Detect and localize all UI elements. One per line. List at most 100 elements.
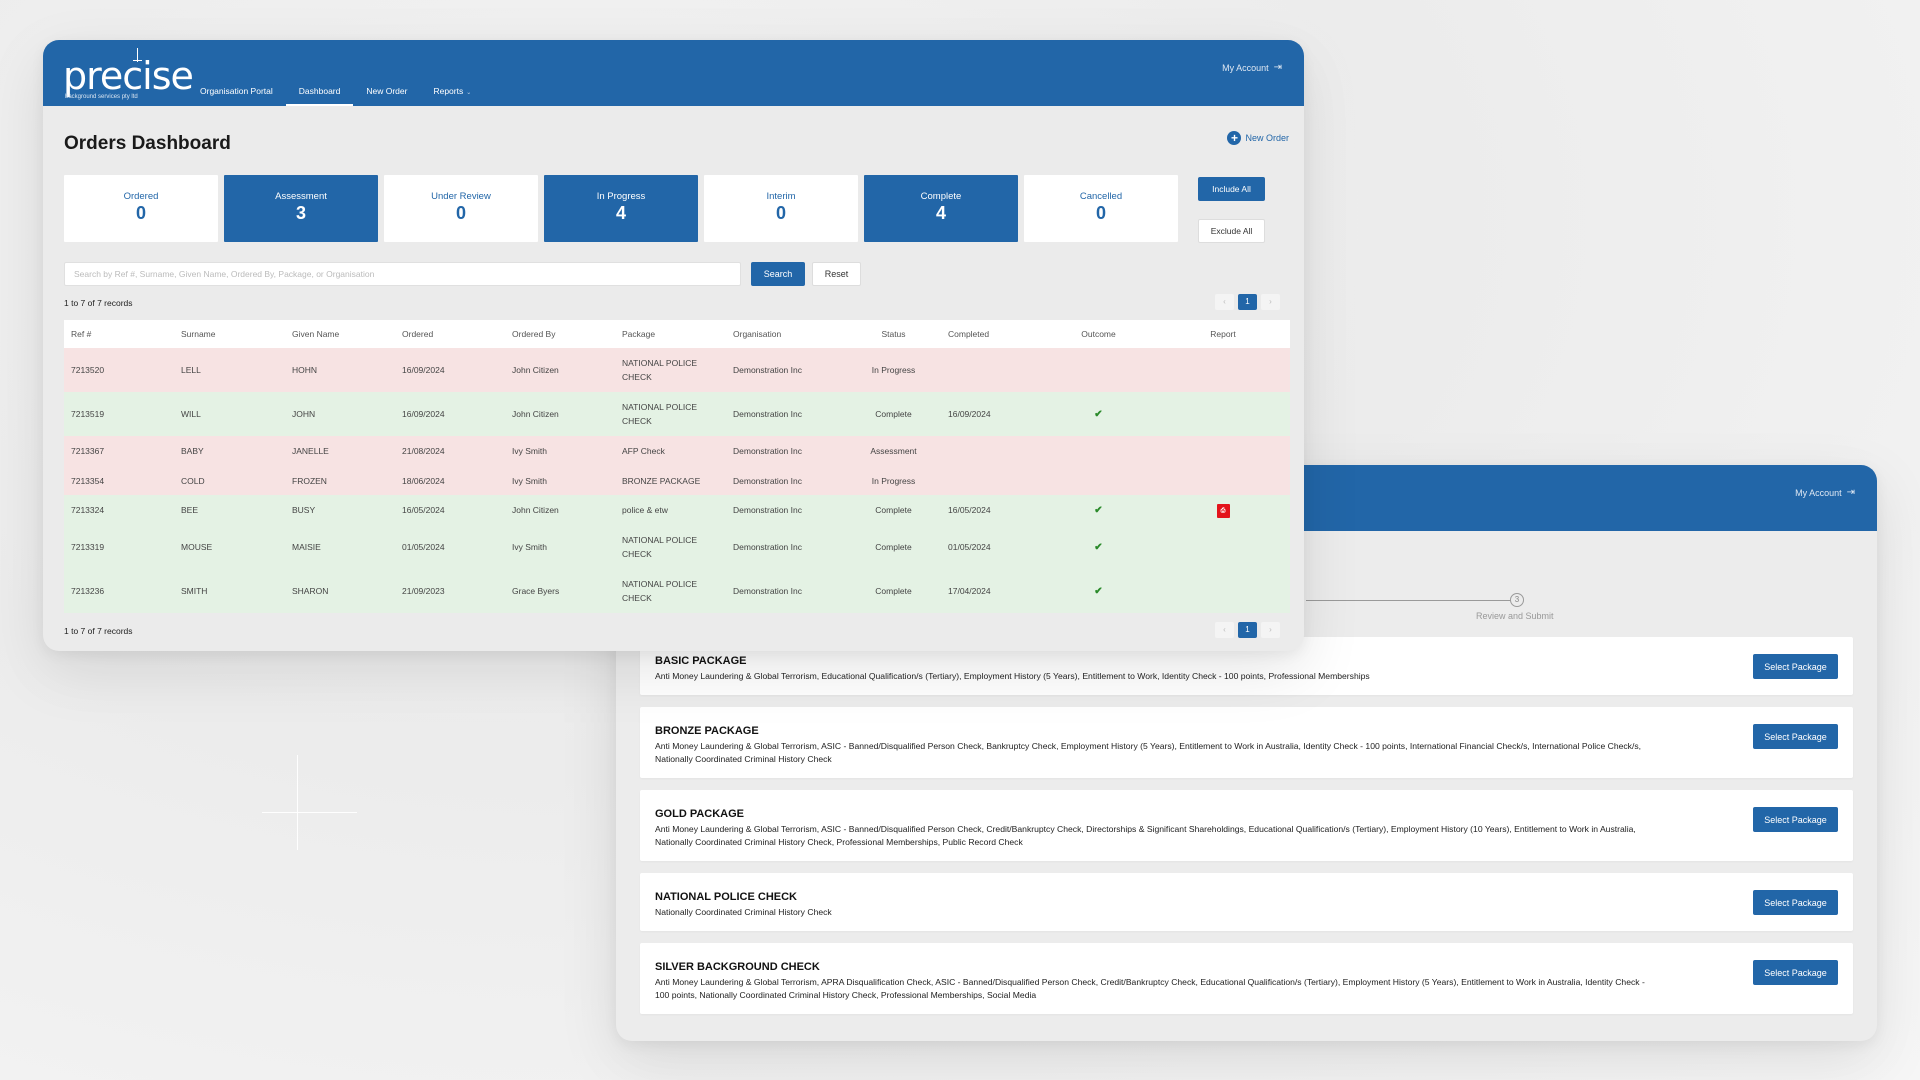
table-row[interactable]: 7213319 MOUSE MAISIE 01/05/2024 Ivy Smit… xyxy=(64,525,1290,569)
status-card-count: 4 xyxy=(615,203,626,223)
cell-outcome: ✔ xyxy=(1041,503,1156,518)
stepper-step-circle: 3 xyxy=(1510,593,1524,607)
column-header[interactable]: Completed xyxy=(948,329,990,339)
pagination-prev[interactable]: ‹ xyxy=(1215,294,1234,310)
new-order-label: New Order xyxy=(1245,133,1289,143)
select-package-button[interactable]: Select Package xyxy=(1753,724,1838,749)
package-description: Anti Money Laundering & Global Terrorism… xyxy=(655,824,1636,847)
cell-report: ⎙ xyxy=(1156,502,1290,518)
pagination-prev[interactable]: ‹ xyxy=(1215,622,1234,638)
search-button[interactable]: Search xyxy=(751,262,805,286)
nav-organisation-portal[interactable]: Organisation Portal xyxy=(187,86,286,106)
cell-given-name: BUSY xyxy=(292,505,316,515)
package-card: GOLD PACKAGE Anti Money Laundering & Glo… xyxy=(640,790,1853,861)
status-card-count: 4 xyxy=(935,203,946,223)
status-card-assessment[interactable]: Assessment 3 xyxy=(224,175,378,242)
check-icon: ✔ xyxy=(1094,408,1103,420)
nav-label: Dashboard xyxy=(298,86,341,96)
cell-ordered-by: John Citizen xyxy=(512,409,559,419)
table-row[interactable]: 7213354 COLD FROZEN 18/06/2024 Ivy Smith… xyxy=(64,466,1290,495)
records-count: 1 to 7 of 7 records xyxy=(64,298,133,308)
cell-package: NATIONAL POLICE CHECK xyxy=(622,535,698,559)
nav-dashboard[interactable]: Dashboard xyxy=(285,86,354,106)
package-description: Anti Money Laundering & Global Terrorism… xyxy=(655,671,1370,681)
cell-status: Assessment xyxy=(870,446,917,456)
cell-status: Complete xyxy=(875,505,912,515)
table-row[interactable]: 7213367 BABY JANELLE 21/08/2024 Ivy Smit… xyxy=(64,436,1290,466)
cell-ref: 7213519 xyxy=(71,409,105,419)
my-account-link[interactable]: My Account ⇥ xyxy=(1222,62,1282,73)
status-card-cancelled[interactable]: Cancelled 0 xyxy=(1024,175,1178,242)
cell-ordered-by: John Citizen xyxy=(512,365,559,375)
column-header[interactable]: Organisation xyxy=(733,329,782,339)
include-all-button[interactable]: Include All xyxy=(1198,177,1265,201)
column-header[interactable]: Outcome xyxy=(1081,329,1116,339)
my-account-link[interactable]: My Account ⇥ xyxy=(1795,487,1855,498)
pagination: ‹ 1 › xyxy=(1215,622,1280,638)
column-header[interactable]: Package xyxy=(622,329,656,339)
table-row[interactable]: 7213519 WILL JOHN 16/09/2024 John Citize… xyxy=(64,392,1290,436)
cell-package: NATIONAL POLICE CHECK xyxy=(622,579,698,603)
column-header[interactable]: Ordered By xyxy=(512,329,556,339)
new-order-button[interactable]: + New Order xyxy=(1227,131,1289,145)
cell-ref: 7213520 xyxy=(71,365,105,375)
nav-reports[interactable]: Reports ⌄ xyxy=(420,86,484,106)
cell-ordered: 16/09/2024 xyxy=(402,365,445,375)
column-header[interactable]: Ref # xyxy=(71,329,92,339)
pagination-page[interactable]: 1 xyxy=(1238,622,1257,638)
pagination-next[interactable]: › xyxy=(1261,622,1280,638)
cell-organisation: Demonstration Inc xyxy=(733,586,802,596)
search-input[interactable] xyxy=(64,262,741,286)
column-header[interactable]: Report xyxy=(1210,329,1236,339)
pdf-report-icon[interactable]: ⎙ xyxy=(1216,504,1230,518)
select-package-button[interactable]: Select Package xyxy=(1753,807,1838,832)
nav-label: Reports xyxy=(433,86,464,96)
select-package-button[interactable]: Select Package xyxy=(1753,960,1838,985)
status-card-in-progress[interactable]: In Progress 4 xyxy=(544,175,698,242)
select-package-button[interactable]: Select Package xyxy=(1753,890,1838,915)
column-header[interactable]: Surname xyxy=(181,329,216,339)
cell-ref: 7213319 xyxy=(71,542,105,552)
status-card-ordered[interactable]: Ordered 0 xyxy=(64,175,218,242)
table-row[interactable]: 7213324 BEE BUSY 16/05/2024 John Citizen… xyxy=(64,495,1290,525)
package-description: Anti Money Laundering & Global Terrorism… xyxy=(655,741,1642,764)
precise-logo[interactable]: precise background services pty ltd xyxy=(63,48,194,104)
status-card-under-review[interactable]: Under Review 0 xyxy=(384,175,538,242)
column-header[interactable]: Status xyxy=(881,329,906,339)
order-stepper: 3 Review and Submit xyxy=(1306,593,1726,623)
cell-given-name: SHARON xyxy=(292,586,329,596)
table-row[interactable]: 7213520 LELL HOHN 16/09/2024 John Citize… xyxy=(64,348,1290,392)
status-card-complete[interactable]: Complete 4 xyxy=(864,175,1018,242)
status-card-label: Under Review xyxy=(431,191,491,202)
logo-mark xyxy=(133,60,142,61)
background-decoration xyxy=(297,755,298,850)
stepper-line xyxy=(1306,600,1516,601)
cell-surname: WILL xyxy=(181,409,201,419)
cell-ordered: 16/05/2024 xyxy=(402,505,445,515)
package-name: GOLD PACKAGE xyxy=(655,808,745,820)
table-row[interactable]: 7213236 SMITH SHARON 21/09/2023 Grace By… xyxy=(64,569,1290,613)
column-header[interactable]: Ordered xyxy=(402,329,434,339)
cell-ref: 7213236 xyxy=(71,586,105,596)
cell-surname: BABY xyxy=(181,446,204,456)
status-card-interim[interactable]: Interim 0 xyxy=(704,175,858,242)
select-package-button[interactable]: Select Package xyxy=(1753,654,1838,679)
package-name: SILVER BACKGROUND CHECK xyxy=(655,961,820,973)
cell-ordered-by: John Citizen xyxy=(512,505,559,515)
top-bar: precise background services pty ltd Orga… xyxy=(43,40,1304,106)
logout-icon: ⇥ xyxy=(1273,62,1282,73)
cell-ordered: 21/09/2023 xyxy=(402,586,445,596)
check-icon: ✔ xyxy=(1094,504,1103,516)
exclude-all-button[interactable]: Exclude All xyxy=(1198,219,1265,243)
logo-tagline: background services pty ltd xyxy=(65,94,138,100)
logout-icon: ⇥ xyxy=(1846,487,1855,498)
pagination-next[interactable]: › xyxy=(1261,294,1280,310)
pagination-page[interactable]: 1 xyxy=(1238,294,1257,310)
logo-mark xyxy=(137,48,138,62)
cell-completed: 16/09/2024 xyxy=(948,409,991,419)
column-header[interactable]: Given Name xyxy=(292,329,340,339)
nav-new-order[interactable]: New Order xyxy=(353,86,420,106)
cell-ref: 7213367 xyxy=(71,446,105,456)
reset-button[interactable]: Reset xyxy=(812,262,861,286)
package-name: NATIONAL POLICE CHECK xyxy=(655,891,797,903)
